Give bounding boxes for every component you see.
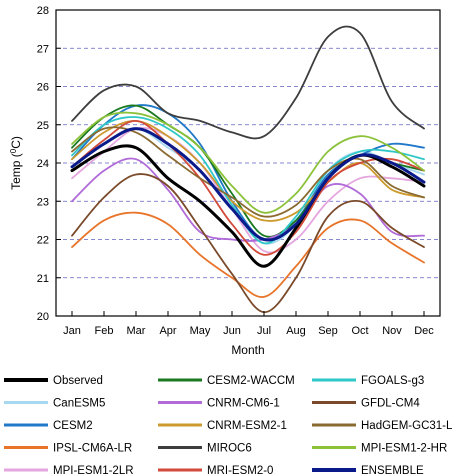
gridlines	[56, 47, 440, 279]
x-axis: Jan Feb Mar Apr May Jun Jul Aug Sep Oct Nov Dec	[63, 311, 434, 337]
x-tick-label: Apr	[159, 325, 176, 337]
series-line-gfdl-cm4	[71, 173, 425, 314]
x-tick-label: Nov	[382, 325, 402, 337]
y-axis-label-main: Temp (	[9, 153, 23, 190]
legend-label-miroc6: MIROC6	[207, 443, 252, 455]
x-axis-label: Month	[231, 343, 264, 357]
legend-label-fgoals-g3: FGOALS-g3	[361, 375, 424, 387]
y-axis-label-unit: C)	[9, 136, 23, 149]
x-tick-label: Jul	[257, 325, 271, 337]
x-tick-label: Feb	[95, 325, 114, 337]
legend-label-cesm2: CESM2	[53, 420, 93, 432]
x-tick-label: Dec	[414, 325, 434, 337]
x-tick-label: Oct	[351, 325, 368, 337]
series-line-mri-esm2-0	[71, 119, 425, 256]
x-tick-label: May	[190, 325, 211, 337]
legend-label-canesm5: CanESM5	[53, 398, 105, 410]
y-tick-label: 21	[37, 273, 49, 285]
legend-label-gfdl-cm4: GFDL-CM4	[361, 398, 420, 410]
y-tick-label: 25	[37, 120, 49, 132]
x-tick-label: Mar	[127, 325, 146, 337]
y-tick-label: 26	[37, 82, 49, 94]
x-tick-label: Aug	[286, 325, 306, 337]
series-line-ensemble	[70, 127, 426, 242]
legend-label-mri-esm2-0: MRI-ESM2-0	[207, 465, 273, 474]
y-axis: 20 21 22 23 24 25 26 27 28	[37, 5, 61, 323]
y-tick-label: 24	[37, 158, 49, 170]
legend-label-cesm2-waccm: CESM2-WACCM	[207, 375, 295, 387]
series-line-ipsl-cm6a-lr	[71, 211, 425, 298]
legend-label-hadgem-gc31-l: HadGEM-GC31-L	[361, 420, 453, 432]
series-line-hadgem-gc31-l	[71, 126, 425, 218]
y-axis-label-sup: 0	[9, 148, 18, 153]
legend-label-ipsl-cm6a-lr: IPSL-CM6A-LR	[53, 443, 132, 455]
y-axis-label: Temp (0C)	[9, 136, 24, 190]
series-line-mpi-esm1-2-hr	[71, 111, 425, 214]
legend-label-cnrm-esm2-1: CNRM-ESM2-1	[207, 420, 287, 432]
y-tick-label: 22	[37, 235, 49, 247]
y-tick-label: 28	[37, 5, 49, 17]
legend-label-observed: Observed	[53, 375, 103, 387]
legend-label-mpi-esm1-2-hr: MPI-ESM1-2-HR	[361, 443, 447, 455]
series-line-miroc6	[71, 25, 425, 140]
y-tick-label: 27	[37, 43, 49, 55]
legend-label-ensemble: ENSEMBLE	[361, 465, 424, 474]
y-tick-label: 23	[37, 196, 49, 208]
legend-label-mpi-esm1-2lr: MPI-ESM1-2LR	[53, 465, 134, 474]
series-line-cnrm-cm6-1	[71, 157, 425, 242]
series-lines	[70, 25, 426, 314]
legend-label-cnrm-cm6-1: CNRM-CM6-1	[207, 398, 280, 410]
legend: Observed CanESM5 CESM2 IPSL-CM6A-LR MPI-ESM1…	[4, 375, 453, 474]
x-tick-label: Jan	[63, 325, 81, 337]
x-tick-label: Jun	[223, 325, 241, 337]
y-tick-label: 20	[37, 311, 49, 323]
x-tick-label: Sep	[318, 325, 338, 337]
